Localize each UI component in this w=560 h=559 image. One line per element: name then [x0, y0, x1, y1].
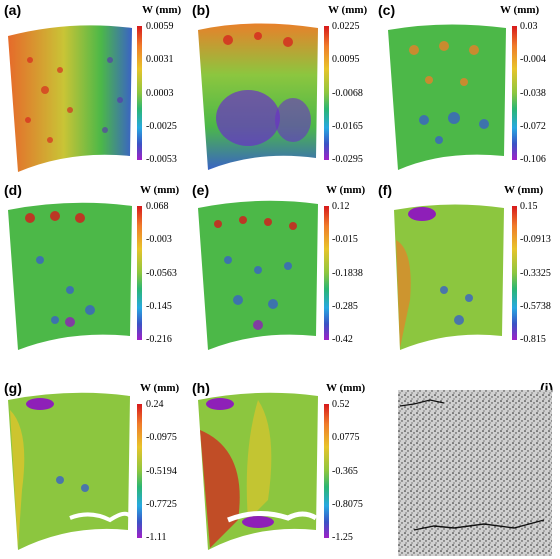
contour-map	[8, 202, 132, 350]
tick-label: 0.15	[520, 201, 538, 212]
tick-label: -0.365	[332, 466, 358, 477]
tick-label: -0.8075	[332, 499, 363, 510]
unit-label: W (mm)	[328, 4, 368, 16]
contour-map	[198, 392, 318, 550]
tick-label: -0.106	[520, 154, 546, 165]
tick-label: -0.7725	[146, 499, 177, 510]
tick-label: 0.24	[146, 399, 164, 410]
colorbar	[512, 26, 517, 160]
tick-label: 0.0003	[146, 88, 174, 99]
tick-label: -0.0913	[520, 234, 551, 245]
tick-label: 0.03	[520, 21, 538, 32]
contour-map	[198, 200, 318, 350]
tick-label: -0.815	[520, 334, 546, 345]
colorbar	[324, 26, 329, 160]
panel-label: (e)	[192, 182, 210, 198]
tick-label: 0.068	[146, 201, 169, 212]
tick-label: -0.0975	[146, 432, 177, 443]
contour-map	[394, 204, 504, 350]
panel-label: (b)	[192, 2, 210, 18]
tick-label: -0.015	[332, 234, 358, 245]
tick-label: 0.0031	[146, 54, 174, 65]
colorbar	[324, 404, 329, 538]
tick-label: -1.25	[332, 532, 353, 543]
tick-label: -0.0295	[332, 154, 363, 165]
speckle-photo	[398, 390, 552, 556]
tick-label: -0.072	[520, 121, 546, 132]
colorbar	[137, 206, 142, 340]
panel-label: (c)	[378, 2, 396, 18]
tick-label: -0.038	[520, 88, 546, 99]
colorbar	[324, 206, 329, 340]
tick-label: -0.1838	[332, 268, 363, 279]
contour-map	[8, 392, 132, 550]
unit-label: W (mm)	[326, 184, 366, 196]
tick-label: 0.12	[332, 201, 350, 212]
unit-label: W (mm)	[140, 184, 180, 196]
tick-label: -0.0165	[332, 121, 363, 132]
tick-label: -0.0068	[332, 88, 363, 99]
tick-label: 0.52	[332, 399, 350, 410]
tick-label: -0.003	[146, 234, 172, 245]
tick-label: 0.0775	[332, 432, 360, 443]
tick-label: -0.0025	[146, 121, 177, 132]
tick-label: -1.11	[146, 532, 167, 543]
contour-map	[388, 24, 506, 171]
tick-label: -0.0563	[146, 268, 177, 279]
colorbar	[512, 206, 517, 340]
tick-label: -0.42	[332, 334, 353, 345]
tick-label: -0.285	[332, 301, 358, 312]
tick-label: 0.0095	[332, 54, 360, 65]
panel-label: (g)	[4, 380, 22, 396]
unit-label: W (mm)	[504, 184, 544, 196]
unit-label: W (mm)	[326, 382, 366, 394]
tick-label: -0.145	[146, 301, 172, 312]
unit-label: W (mm)	[142, 4, 182, 16]
contour-map	[8, 25, 132, 173]
tick-label: -0.3325	[520, 268, 551, 279]
panel-label: (h)	[192, 380, 210, 396]
tick-label: -0.004	[520, 54, 546, 65]
tick-label: -0.5738	[520, 301, 551, 312]
colorbar	[137, 26, 142, 160]
unit-label: W (mm)	[500, 4, 540, 16]
tick-label: 0.0225	[332, 21, 360, 32]
tick-label: -0.5194	[146, 466, 177, 477]
tick-label: 0.0059	[146, 21, 174, 32]
unit-label: W (mm)	[140, 382, 180, 394]
tick-label: -0.0053	[146, 154, 177, 165]
colorbar	[137, 404, 142, 538]
tick-label: -0.216	[146, 334, 172, 345]
panel-label: (a)	[4, 2, 22, 18]
panel-label: (f)	[378, 182, 392, 198]
panel-label: (d)	[4, 182, 22, 198]
contour-map	[198, 23, 318, 170]
